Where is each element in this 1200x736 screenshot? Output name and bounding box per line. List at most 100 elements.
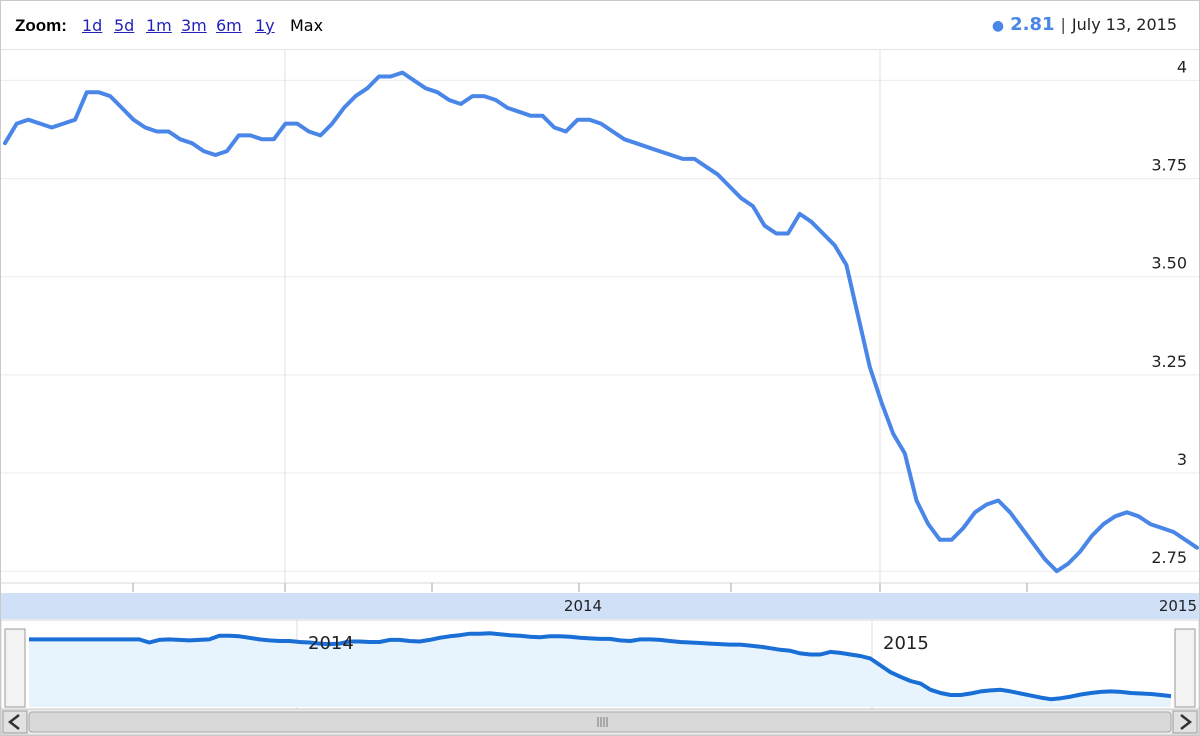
data-point xyxy=(458,101,464,107)
navigator-left-handle[interactable] xyxy=(4,628,26,708)
chevron-right-icon xyxy=(1180,714,1193,730)
x-axis: 2014 2015 xyxy=(1,582,1199,619)
data-point xyxy=(1124,509,1130,515)
zoom-max-link[interactable]: Max xyxy=(290,16,324,35)
readout-separator: | xyxy=(1060,15,1066,34)
data-point xyxy=(1171,529,1177,535)
scrollbar-thumb[interactable] xyxy=(28,711,1172,733)
data-point xyxy=(411,77,417,83)
data-point xyxy=(282,121,288,127)
data-point xyxy=(364,85,370,91)
data-point xyxy=(1101,521,1107,527)
data-point xyxy=(715,172,721,178)
data-point xyxy=(353,93,359,99)
data-point xyxy=(142,125,148,131)
data-point xyxy=(855,313,861,319)
data-point xyxy=(949,537,955,543)
data-point xyxy=(832,242,838,248)
data-point xyxy=(201,148,207,154)
data-point xyxy=(1054,568,1060,574)
scroll-left-button[interactable] xyxy=(2,710,28,734)
data-point xyxy=(1182,537,1188,543)
data-point xyxy=(797,211,803,217)
zoom-5d-link[interactable]: 5d xyxy=(114,16,135,35)
data-point xyxy=(212,152,218,158)
x-axis-ticks xyxy=(132,583,1028,592)
data-point xyxy=(247,132,253,138)
grip-icon xyxy=(597,717,608,727)
data-point xyxy=(119,105,125,111)
data-point xyxy=(645,144,651,150)
data-point xyxy=(84,89,90,95)
y-tick-label: 3 xyxy=(1177,450,1187,469)
data-point xyxy=(49,125,55,131)
data-point xyxy=(341,105,347,111)
data-point xyxy=(469,93,475,99)
series-dot-icon: ● xyxy=(991,18,1005,34)
data-point xyxy=(1147,521,1153,527)
zoom-3m-link[interactable]: 3m xyxy=(181,16,207,35)
data-point xyxy=(890,431,896,437)
y-tick-label: 3.25 xyxy=(1151,352,1187,371)
y-tick-label: 3.50 xyxy=(1151,254,1187,273)
data-point xyxy=(972,509,978,515)
data-point xyxy=(166,128,172,134)
data-point xyxy=(540,113,546,119)
data-point xyxy=(329,121,335,127)
data-point xyxy=(1089,533,1095,539)
zoom-1m-link[interactable]: 1m xyxy=(146,16,172,35)
data-point xyxy=(656,148,662,154)
data-point xyxy=(727,183,733,189)
data-point xyxy=(236,132,242,138)
y-tick-label: 2.75 xyxy=(1151,548,1187,567)
y-axis-labels: 4 3.75 3.50 3.25 3 2.75 xyxy=(1151,57,1187,567)
y-tick-label: 3.75 xyxy=(1151,156,1187,175)
zoom-label: Zoom: xyxy=(15,16,67,35)
data-point xyxy=(808,219,814,225)
data-point xyxy=(995,498,1001,504)
data-point xyxy=(399,70,405,76)
data-point xyxy=(878,399,884,405)
data-point xyxy=(259,136,265,142)
data-point xyxy=(750,203,756,209)
data-point xyxy=(271,136,277,142)
chevron-left-icon xyxy=(7,714,20,730)
data-point xyxy=(224,148,230,154)
data-point xyxy=(691,156,697,162)
zoom-6m-link[interactable]: 6m xyxy=(216,16,242,35)
data-point xyxy=(773,231,779,237)
data-point xyxy=(1112,513,1118,519)
series-line[interactable] xyxy=(3,70,1199,574)
readout-date: July 13, 2015 xyxy=(1071,15,1177,34)
data-point xyxy=(306,128,312,134)
zoom-1y-link[interactable]: 1y xyxy=(255,16,275,35)
data-point xyxy=(294,121,300,127)
zoom-toolbar: Zoom: 1d 5d 1m 3m 6m 1y Max ● 2.81 | July 1… xyxy=(1,1,1199,50)
main-plot-area: 4 3.75 3.50 3.25 3 2.75 xyxy=(1,49,1199,583)
data-point xyxy=(1136,513,1142,519)
data-point xyxy=(1019,525,1025,531)
scrollbar[interactable] xyxy=(1,708,1199,735)
data-point xyxy=(318,132,324,138)
scroll-right-button[interactable] xyxy=(1172,710,1198,734)
data-point xyxy=(551,125,557,131)
data-point xyxy=(1030,541,1036,547)
data-point xyxy=(107,93,113,99)
data-point xyxy=(925,521,931,527)
navigator-area xyxy=(29,633,1171,707)
data-point xyxy=(680,156,686,162)
data-point xyxy=(984,501,990,507)
data-point xyxy=(1159,525,1165,531)
data-point xyxy=(960,525,966,531)
navigator-label-2015: 2015 xyxy=(883,633,929,654)
data-point xyxy=(481,93,487,99)
data-point xyxy=(60,121,66,127)
data-point xyxy=(867,364,873,370)
zoom-1d-link[interactable]: 1d xyxy=(82,16,103,35)
navigator-right-handle[interactable] xyxy=(1174,628,1196,708)
data-point xyxy=(563,128,569,134)
navigator[interactable]: 2014 2015 xyxy=(1,619,1199,710)
x-axis-band xyxy=(1,593,1199,619)
data-point xyxy=(446,97,452,103)
